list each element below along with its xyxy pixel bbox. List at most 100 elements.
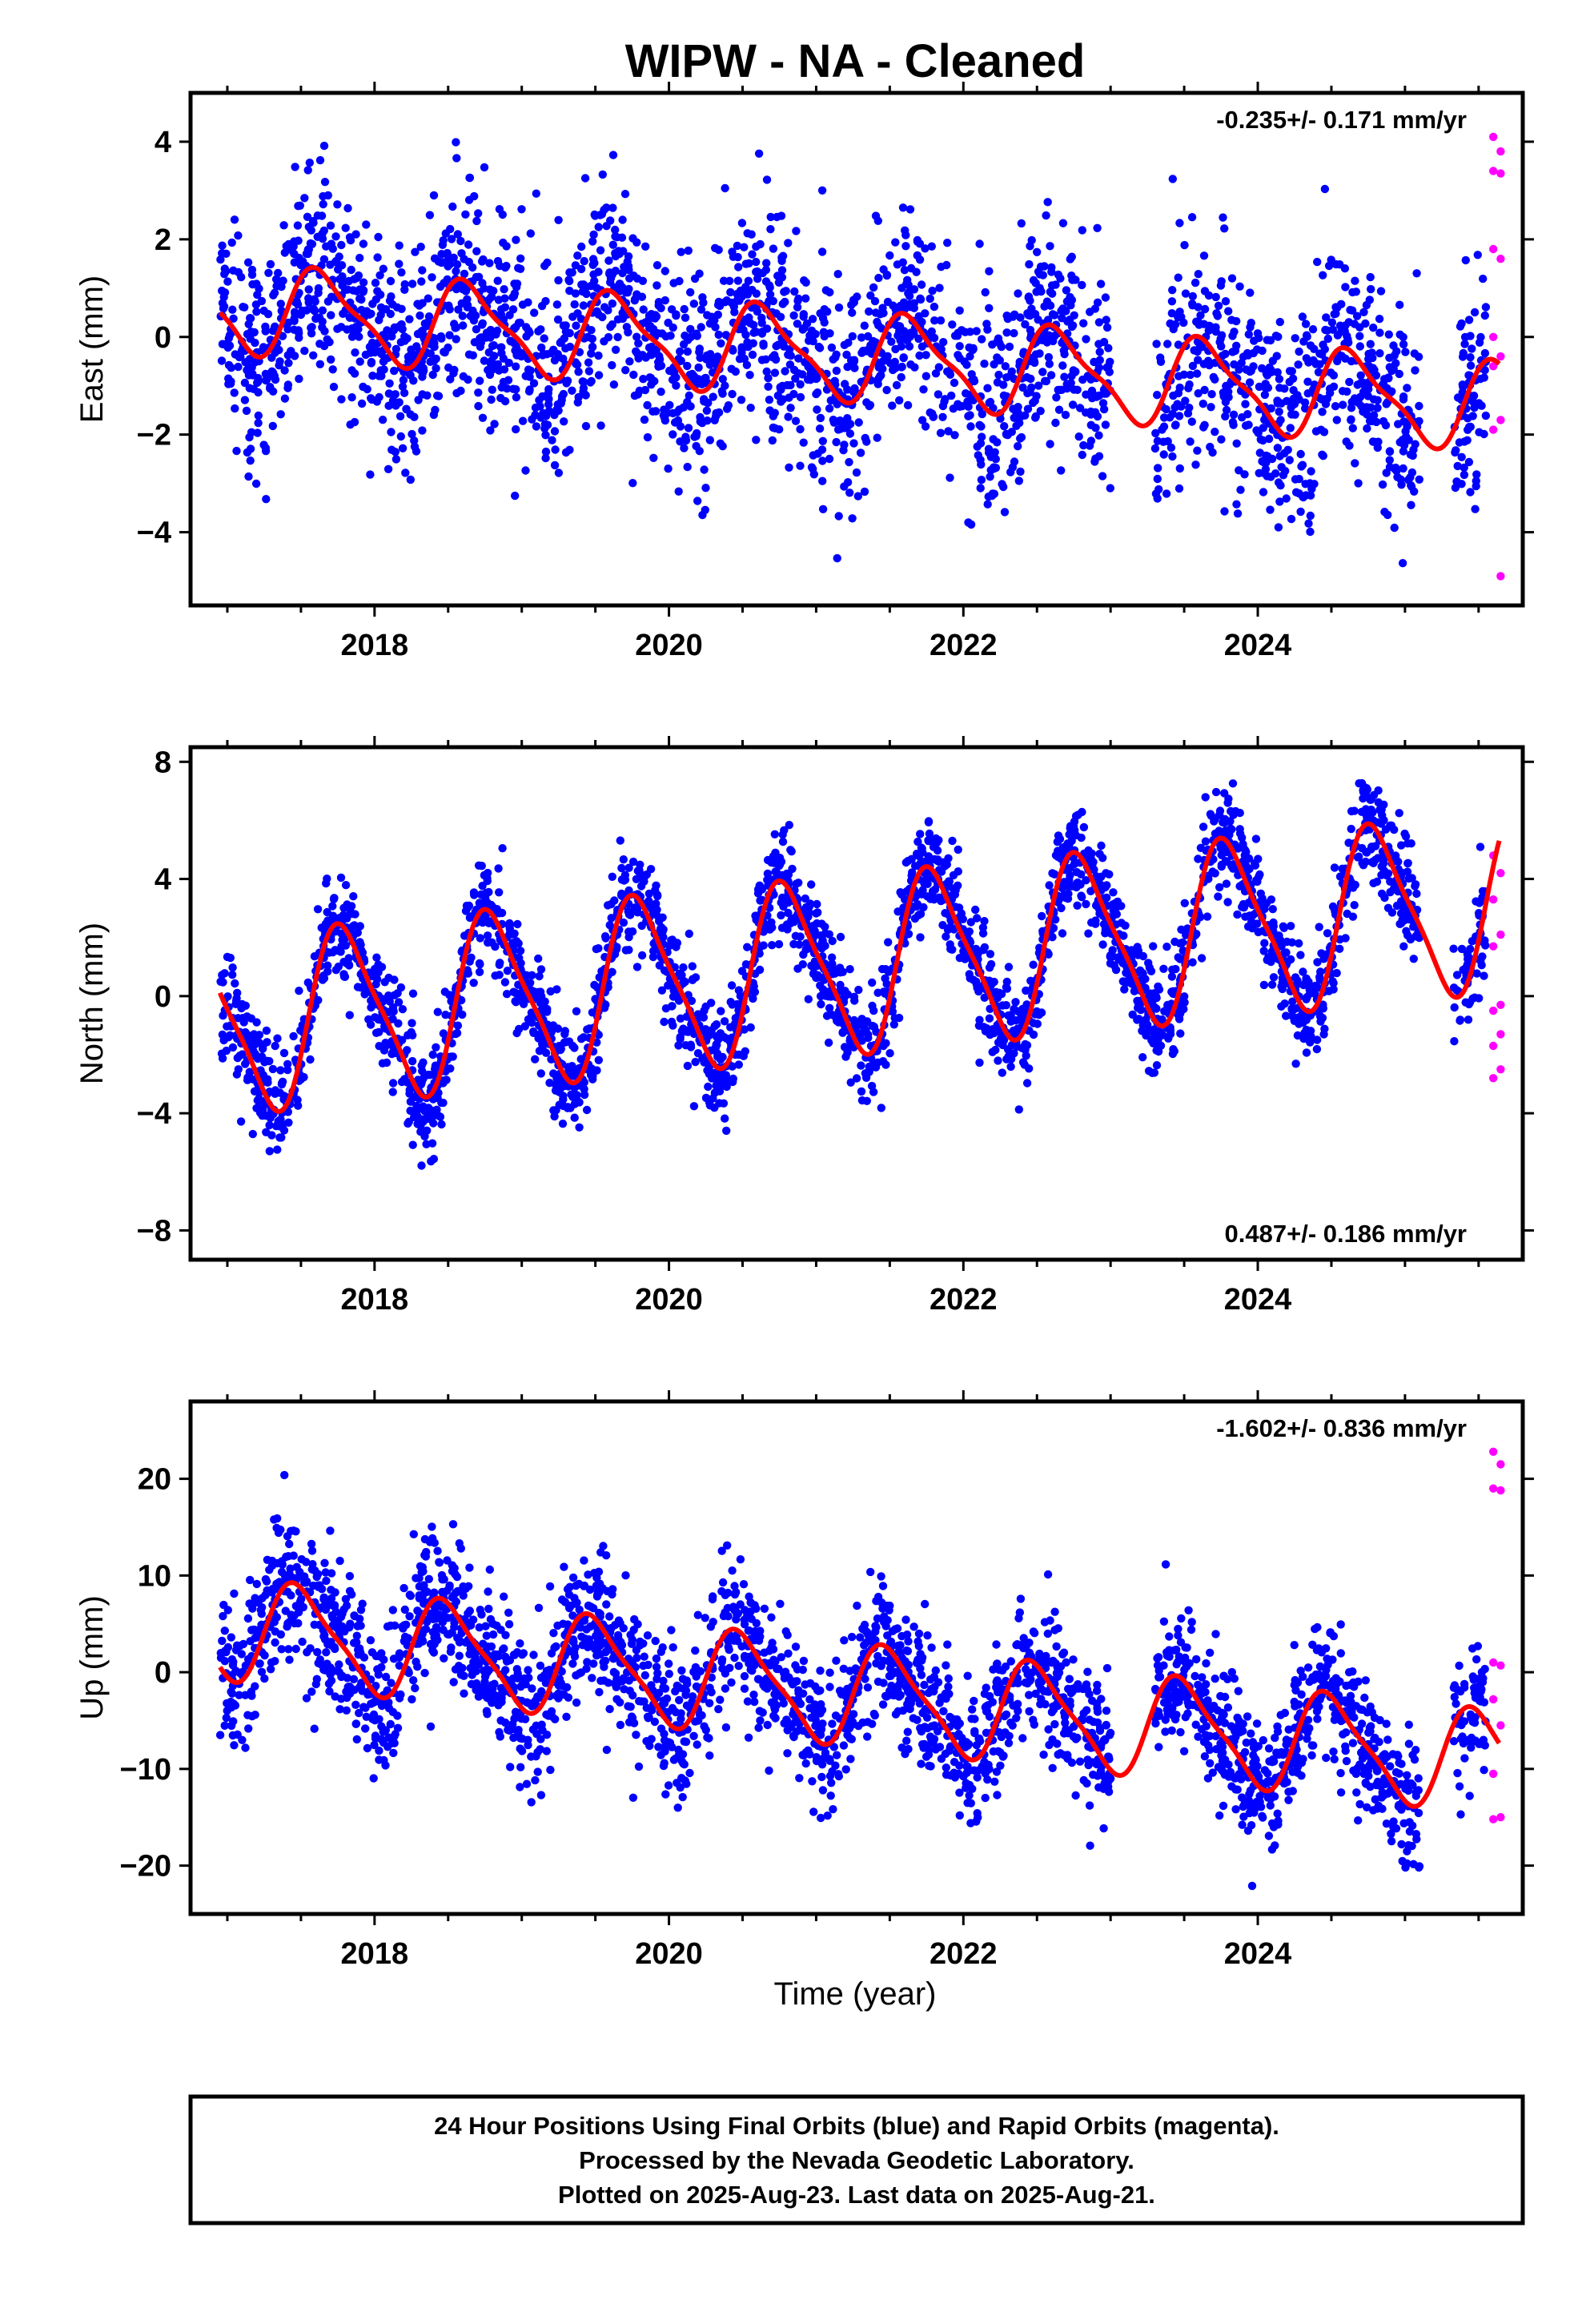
data-point xyxy=(1230,360,1239,369)
data-point xyxy=(647,324,656,333)
data-point xyxy=(683,361,692,371)
data-point xyxy=(1228,779,1238,788)
data-point xyxy=(236,1117,246,1126)
data-point xyxy=(917,416,927,424)
data-point xyxy=(354,271,363,280)
data-point xyxy=(1472,969,1481,978)
data-point xyxy=(405,315,414,324)
data-point xyxy=(1275,384,1284,392)
data-point xyxy=(596,246,605,255)
data-point xyxy=(334,265,343,274)
data-point xyxy=(608,203,617,212)
data-point xyxy=(474,209,483,218)
data-point xyxy=(1279,471,1288,480)
data-point xyxy=(1332,416,1342,424)
data-point xyxy=(681,432,690,441)
data-point xyxy=(293,221,303,230)
data-point xyxy=(579,301,588,310)
data-point xyxy=(1374,798,1383,807)
data-point xyxy=(592,283,601,292)
data-point xyxy=(1006,468,1015,476)
data-point xyxy=(843,421,853,431)
data-point xyxy=(1335,944,1344,954)
data-point xyxy=(978,409,987,419)
data-point xyxy=(869,1006,878,1015)
data-point xyxy=(1383,510,1392,520)
data-point xyxy=(630,391,640,400)
data-point xyxy=(568,312,577,321)
data-point xyxy=(604,256,613,265)
data-point xyxy=(702,398,711,407)
data-point xyxy=(688,369,697,379)
data-point xyxy=(1385,456,1395,464)
data-point xyxy=(1000,508,1010,517)
data-point xyxy=(1014,1105,1024,1114)
data-point xyxy=(981,287,990,297)
data-point xyxy=(697,305,706,314)
data-point xyxy=(1093,298,1102,307)
data-point xyxy=(921,422,930,431)
data-point xyxy=(1025,259,1034,269)
data-point xyxy=(1006,372,1015,380)
data-point xyxy=(780,287,789,296)
data-point xyxy=(544,394,553,403)
data-point xyxy=(355,253,364,263)
data-point xyxy=(262,1026,271,1035)
data-point xyxy=(488,385,496,394)
data-point xyxy=(1235,825,1244,834)
data-point xyxy=(309,351,318,360)
data-point xyxy=(808,369,817,379)
data-point xyxy=(552,300,562,309)
data-point xyxy=(425,211,435,219)
data-point xyxy=(387,428,396,436)
data-point xyxy=(1371,855,1380,865)
data-point xyxy=(638,276,648,285)
data-point xyxy=(1188,300,1197,308)
data-point xyxy=(476,890,486,899)
data-point xyxy=(1106,959,1115,968)
data-point xyxy=(1153,391,1162,400)
data-point xyxy=(525,328,534,337)
data-point xyxy=(328,244,337,253)
data-point xyxy=(543,1004,552,1014)
data-point xyxy=(279,276,287,285)
data-point xyxy=(674,487,683,496)
data-point xyxy=(1246,288,1255,297)
data-point xyxy=(857,1061,865,1070)
data-point xyxy=(262,495,271,504)
data-point xyxy=(1216,334,1225,344)
data-point xyxy=(834,303,844,312)
data-point xyxy=(711,243,720,252)
data-point xyxy=(268,1064,278,1074)
data-point xyxy=(761,265,771,275)
data-point xyxy=(1375,349,1384,358)
data-point xyxy=(1035,349,1044,358)
data-point xyxy=(988,489,998,498)
data-point xyxy=(1026,242,1034,251)
data-point xyxy=(1345,441,1354,450)
data-point xyxy=(548,436,556,444)
data-point xyxy=(632,332,641,341)
data-point xyxy=(993,378,1002,387)
data-point xyxy=(594,371,604,380)
data-point xyxy=(1274,523,1283,532)
data-point xyxy=(1308,325,1318,334)
data-point xyxy=(817,445,827,454)
data-point xyxy=(649,453,658,462)
data-point xyxy=(589,230,598,239)
data-point xyxy=(771,848,780,858)
data-point xyxy=(885,251,894,260)
data-point xyxy=(478,918,488,927)
y-tick-label: −2 xyxy=(137,419,171,452)
data-point xyxy=(500,365,509,374)
data-point xyxy=(461,210,470,219)
data-point xyxy=(598,170,607,179)
data-point xyxy=(234,1065,243,1074)
data-point xyxy=(390,390,400,399)
data-point xyxy=(966,352,974,361)
data-point xyxy=(777,266,787,275)
data-point xyxy=(930,333,939,343)
data-point xyxy=(350,417,359,427)
data-point xyxy=(1031,412,1041,421)
data-point xyxy=(536,965,546,974)
